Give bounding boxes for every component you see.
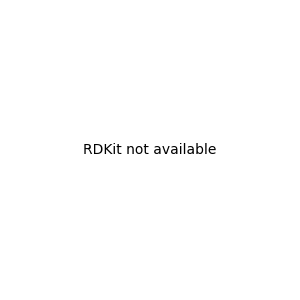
Text: RDKit not available: RDKit not available xyxy=(83,143,217,157)
